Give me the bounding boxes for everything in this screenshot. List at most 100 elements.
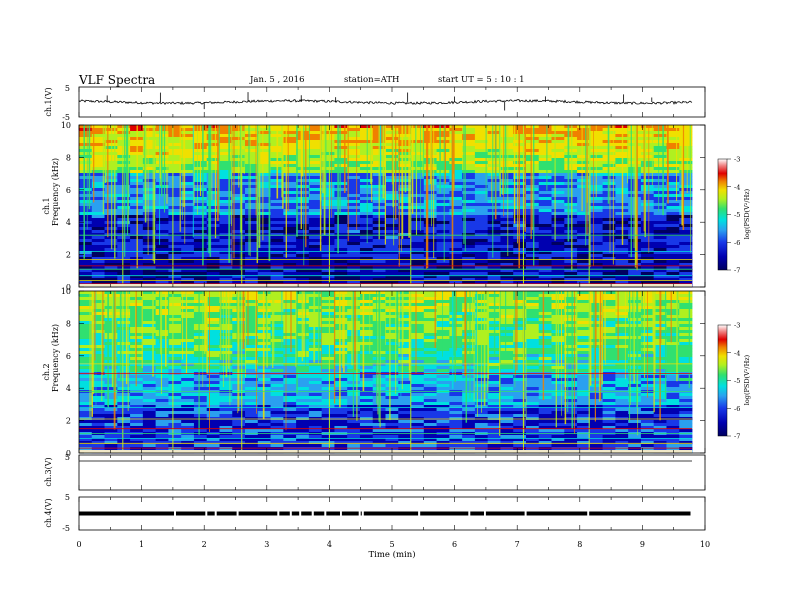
spectrogram-cell bbox=[142, 336, 157, 340]
spectrogram-cell bbox=[245, 203, 259, 207]
spectrogram-cell bbox=[462, 351, 476, 355]
spectrogram-cell bbox=[538, 218, 552, 222]
spectrogram-cell bbox=[155, 405, 169, 409]
spectrogram-cell bbox=[193, 197, 208, 201]
spectrogram-cell bbox=[347, 206, 361, 210]
spectrogram-cell bbox=[359, 137, 374, 141]
spectrogram-cell bbox=[104, 167, 118, 171]
spectrogram-cell bbox=[117, 366, 131, 370]
spectrogram-cell bbox=[155, 266, 169, 270]
spectrogram-cell bbox=[359, 303, 374, 307]
spectrogram-cell bbox=[385, 260, 399, 264]
spectrogram-cell bbox=[142, 242, 157, 246]
spectrogram-cell bbox=[334, 200, 348, 204]
spectrogram-cell bbox=[640, 137, 655, 141]
spectrogram-cell bbox=[385, 402, 399, 406]
spectrogram-cell bbox=[500, 158, 514, 162]
spectrogram-cell bbox=[270, 327, 284, 331]
spectrogram-cell bbox=[257, 185, 271, 189]
spectrogram-cell bbox=[385, 330, 399, 334]
spectrogram-cell bbox=[487, 182, 501, 186]
spectrogram-cell bbox=[615, 360, 629, 364]
spectrogram-cell bbox=[679, 360, 693, 364]
spectrogram-cell bbox=[257, 176, 271, 180]
spectrogram-cell bbox=[436, 266, 450, 270]
spectrogram-cell bbox=[359, 197, 374, 201]
spectrogram-cell bbox=[79, 272, 93, 276]
spectrogram-cell bbox=[436, 369, 450, 373]
spectrogram-cell bbox=[525, 245, 540, 249]
spectrogram-cell bbox=[219, 227, 233, 231]
spectrogram-cell bbox=[104, 212, 118, 216]
spectrogram-cell bbox=[423, 221, 437, 225]
spectrogram-cell bbox=[640, 224, 655, 228]
spectrogram-cell bbox=[321, 191, 335, 195]
spectrogram-cell bbox=[372, 266, 386, 270]
spectrogram-cell bbox=[334, 251, 348, 255]
spectrogram-cell bbox=[347, 197, 361, 201]
spectrogram-cell bbox=[296, 188, 310, 192]
spectrogram-cell bbox=[245, 357, 259, 361]
spectrogram-cell bbox=[193, 300, 208, 304]
spectrogram-cell bbox=[462, 387, 476, 391]
spectrogram-cell bbox=[155, 227, 169, 231]
spectrogram-cell bbox=[142, 405, 157, 409]
spectrogram-cell bbox=[283, 188, 297, 192]
spectrogram-cell bbox=[538, 167, 552, 171]
spectrogram-cell bbox=[155, 381, 169, 385]
spectrogram-cell bbox=[245, 182, 259, 186]
spectrogram-cell bbox=[398, 266, 412, 270]
spectrogram-cell bbox=[206, 423, 220, 427]
spectrogram-cell bbox=[321, 420, 335, 424]
spectrogram-cell bbox=[564, 182, 578, 186]
spectrogram-cell bbox=[334, 188, 348, 192]
spectrogram-cell bbox=[219, 146, 233, 150]
spectrogram-cell bbox=[193, 206, 208, 210]
spectrogram-cell bbox=[679, 269, 693, 273]
spectrogram-cell bbox=[602, 348, 616, 352]
spectrogram-cell bbox=[525, 312, 540, 316]
spectrogram-cell bbox=[525, 275, 540, 279]
spectrogram-cell bbox=[474, 176, 489, 180]
spectrogram-cell bbox=[449, 125, 463, 129]
spectrogram-cell bbox=[142, 423, 157, 427]
spectrogram-cell bbox=[577, 134, 591, 138]
spectrogram-cell bbox=[538, 420, 552, 424]
spectrogram-cell bbox=[423, 230, 437, 234]
spectrogram-cell bbox=[206, 242, 220, 246]
spectrogram-cell bbox=[500, 200, 514, 204]
spectrogram-cell bbox=[462, 396, 476, 400]
spectrogram-cell bbox=[449, 155, 463, 159]
spectrogram-cell bbox=[564, 266, 578, 270]
spectrogram-cell bbox=[359, 297, 374, 301]
spectrogram-cell bbox=[615, 363, 629, 367]
spectrogram-cell bbox=[206, 155, 220, 159]
spectrogram-cell bbox=[462, 363, 476, 367]
spectrogram-cell bbox=[245, 185, 259, 189]
spectrogram-cell bbox=[640, 206, 655, 210]
spectrogram-cell bbox=[577, 227, 591, 231]
spectrogram-cell bbox=[104, 233, 118, 237]
spectrogram-cell bbox=[193, 420, 208, 424]
spectrogram-cell bbox=[219, 224, 233, 228]
spectrogram-cell bbox=[538, 230, 552, 234]
spectrogram-cell bbox=[436, 342, 450, 346]
spectrogram-cell bbox=[296, 381, 310, 385]
spectrogram-cell bbox=[155, 387, 169, 391]
spectrogram-cell bbox=[308, 206, 323, 210]
spectrogram-cell bbox=[385, 324, 399, 328]
spectrogram-cell bbox=[117, 312, 131, 316]
spectrogram-cell bbox=[142, 327, 157, 331]
spectrogram-cell bbox=[219, 209, 233, 213]
spectrogram-cell bbox=[193, 239, 208, 243]
spectrogram-cell bbox=[615, 339, 629, 343]
spectrogram-cell bbox=[193, 405, 208, 409]
spectrogram-cell bbox=[270, 408, 284, 412]
spectrogram-cell bbox=[679, 194, 693, 198]
spectrogram-cell bbox=[193, 312, 208, 316]
spectrogram-cell bbox=[245, 339, 259, 343]
spectrogram-cell bbox=[283, 263, 297, 267]
spectrogram-cell bbox=[308, 248, 323, 252]
spectrogram-cell bbox=[283, 218, 297, 222]
spectrogram-cell bbox=[117, 260, 131, 264]
